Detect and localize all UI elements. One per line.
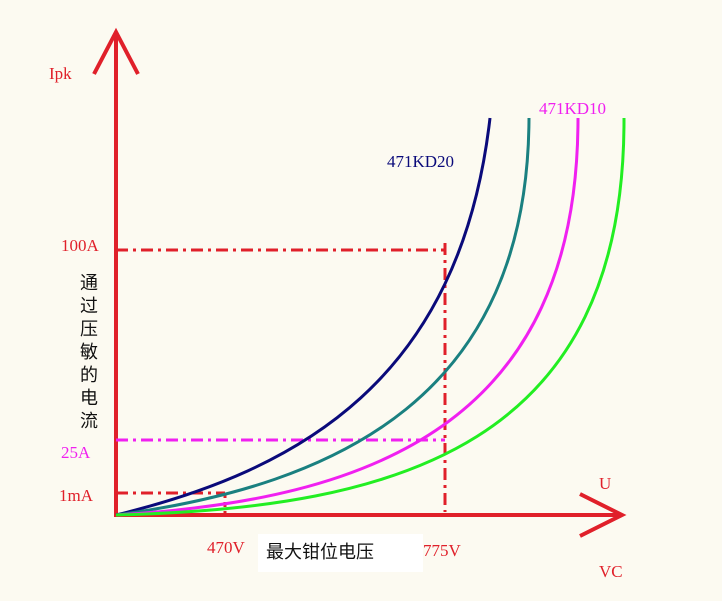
curve-green <box>115 117 626 517</box>
x-axis-title: 最大钳位电压 <box>266 542 374 563</box>
x-axis-label-top: U <box>599 474 611 493</box>
y-axis-label: Ipk <box>49 64 72 83</box>
y-marker-1ma: 1mA <box>59 486 94 505</box>
y-axis-title-char: 流 <box>80 411 98 432</box>
y-axis-title-char: 电 <box>80 388 98 409</box>
y-axis-title-char: 压 <box>80 319 98 340</box>
x-axis-title-box <box>258 534 423 572</box>
y-marker-100a: 100A <box>61 236 100 255</box>
curve-471kd20 <box>115 117 492 517</box>
curve-471kd10 <box>115 117 580 517</box>
x-axis-arrowhead <box>579 492 627 538</box>
y-axis-title-char: 过 <box>80 296 98 317</box>
curve-label-471kd10: 471KD10 <box>539 99 606 118</box>
y-axis-arrowhead <box>92 27 140 75</box>
curve-label-471kd20: 471KD20 <box>387 152 454 171</box>
y-axis-title-char: 的 <box>80 365 98 386</box>
y-axis-title-char: 通 <box>80 273 98 294</box>
y-axis-title-char: 敏 <box>80 342 98 363</box>
x-axis-label-bottom: VC <box>599 562 623 581</box>
x-marker-775v: 775V <box>423 541 462 560</box>
curve-teal <box>115 117 531 517</box>
x-marker-470v: 470V <box>207 538 246 557</box>
y-marker-25a: 25A <box>61 443 91 462</box>
